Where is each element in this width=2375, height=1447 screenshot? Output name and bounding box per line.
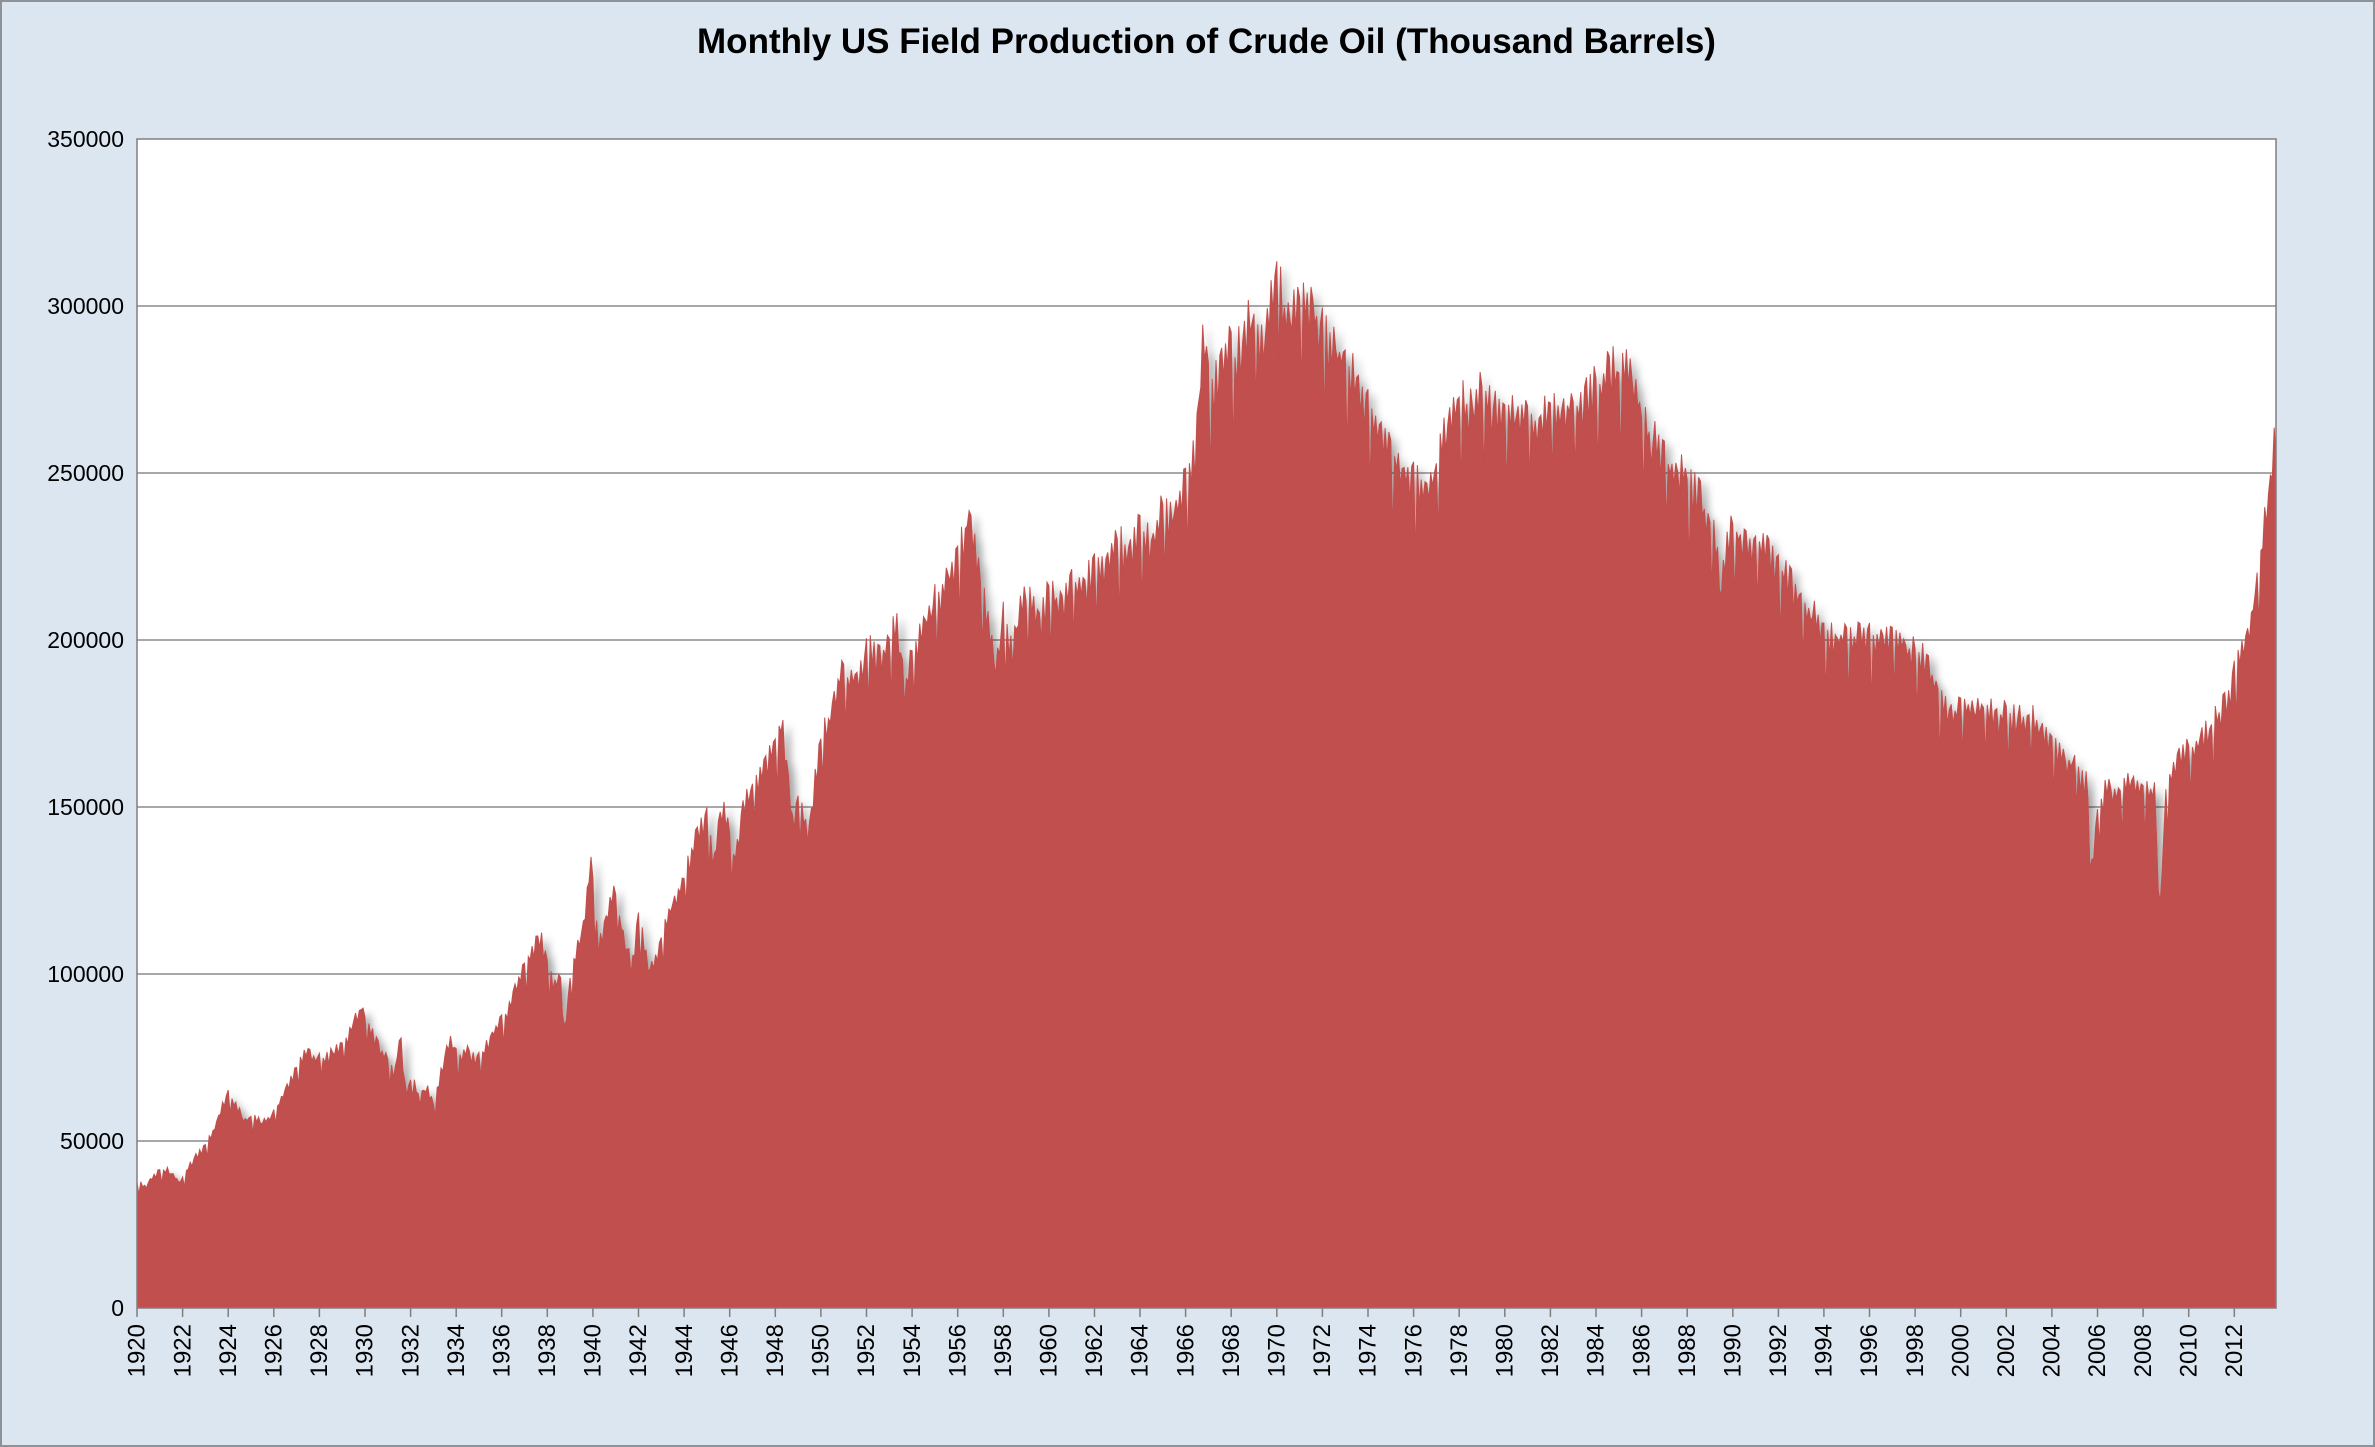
x-tick-label: 1924: [215, 1324, 242, 1377]
x-tick-label: 1952: [853, 1324, 880, 1377]
x-tick-label: 1922: [169, 1324, 196, 1377]
x-tick-label: 1976: [1400, 1324, 1427, 1377]
x-tick-label: 2004: [2039, 1324, 2066, 1377]
x-tick-label: 1950: [808, 1324, 835, 1377]
y-tick-label: 50000: [60, 1128, 124, 1154]
x-tick-label: 1992: [1765, 1324, 1792, 1377]
y-tick-label: 350000: [47, 126, 124, 152]
plot-border: [136, 138, 2277, 1309]
y-tick-label: 150000: [47, 794, 124, 820]
x-tick-label: 1982: [1537, 1324, 1564, 1377]
x-tick-label: 1974: [1355, 1324, 1382, 1377]
x-tick-label: 1940: [580, 1324, 607, 1377]
x-tick-label: 1936: [488, 1324, 515, 1377]
x-tick-label: 1954: [899, 1324, 926, 1377]
series-group: [137, 261, 2276, 1308]
x-tick-label: 1944: [671, 1324, 698, 1377]
x-tick-label: 1928: [306, 1324, 333, 1377]
x-tick-label: 1990: [1719, 1324, 1746, 1377]
x-axis-labels: 1920 1922 1924 1926 1928 1930 1932 1934 1936 1938…: [124, 1324, 2248, 1377]
area-series-crude-oil: [137, 261, 2276, 1308]
x-tick-label: 2002: [1993, 1324, 2020, 1377]
x-tick-label: 1962: [1081, 1324, 1108, 1377]
x-tick-label: 1986: [1628, 1324, 1655, 1377]
y-tick-label: 300000: [47, 293, 124, 319]
x-tick-label: 1966: [1172, 1324, 1199, 1377]
x-tick-label: 1942: [625, 1324, 652, 1377]
x-tick-label: 1956: [944, 1324, 971, 1377]
x-tick-label: 1948: [762, 1324, 789, 1377]
x-tick-label: 1930: [352, 1324, 379, 1377]
y-tick-label: 100000: [47, 961, 124, 987]
x-tick-label: 1970: [1263, 1324, 1290, 1377]
x-tick-label: 1996: [1856, 1324, 1883, 1377]
x-tick-label: 2000: [1947, 1324, 1974, 1377]
x-tick-label: 1984: [1583, 1324, 1610, 1377]
x-tick-label: 1938: [534, 1324, 561, 1377]
y-tick-label: 200000: [47, 627, 124, 653]
x-tick-label: 1920: [124, 1324, 151, 1377]
x-tick-label: 1932: [397, 1324, 424, 1377]
x-tick-label: 1972: [1309, 1324, 1336, 1377]
y-tick-label: 0: [111, 1295, 124, 1321]
x-tick-label: 1946: [716, 1324, 743, 1377]
x-tick-label: 1960: [1036, 1324, 1063, 1377]
x-tick-label: 1964: [1127, 1324, 1154, 1377]
x-axis-ticks: [136, 1308, 2236, 1317]
x-tick-label: 1978: [1446, 1324, 1473, 1377]
x-tick-label: 1934: [443, 1324, 470, 1377]
x-tick-label: 2008: [2130, 1324, 2157, 1377]
x-tick-label: 2010: [2175, 1324, 2202, 1377]
x-tick-label: 1980: [1491, 1324, 1518, 1377]
x-tick-label: 1998: [1902, 1324, 1929, 1377]
x-tick-label: 2006: [2084, 1324, 2111, 1377]
x-tick-label: 1958: [990, 1324, 1017, 1377]
y-axis-labels: 0 50000 100000 150000 200000 250000 300000 3500…: [47, 126, 124, 1321]
x-tick-label: 1968: [1218, 1324, 1245, 1377]
x-tick-label: 1988: [1674, 1324, 1701, 1377]
x-tick-label: 1926: [260, 1324, 287, 1377]
x-tick-label: 2012: [2221, 1324, 2248, 1377]
y-tick-label: 250000: [47, 460, 124, 486]
x-tick-label: 1994: [1811, 1324, 1838, 1377]
chart-title: Monthly US Field Production of Crude Oil…: [697, 22, 1716, 61]
